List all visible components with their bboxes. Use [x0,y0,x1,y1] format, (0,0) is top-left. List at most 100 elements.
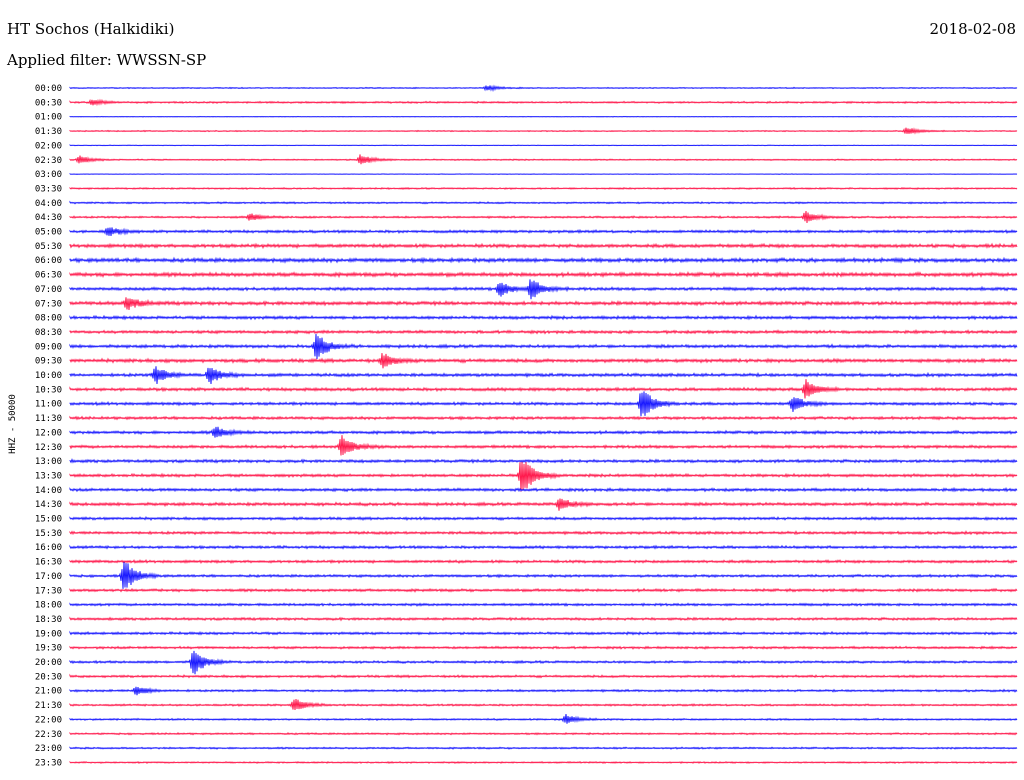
row-time-label: 00:00 [35,84,62,94]
row-time-label: 22:30 [35,730,62,740]
trace-row [69,486,1018,493]
row-time-label: 23:00 [35,744,62,754]
trace-row [69,630,1018,636]
row-time-label: 21:30 [35,701,62,711]
trace-row [69,458,1018,465]
row-time-label: 16:30 [35,558,62,568]
trace-row [69,415,1018,421]
trace-row [69,650,1018,675]
row-time-label: 16:00 [35,543,62,553]
trace-row [69,333,1018,360]
row-time-label: 18:30 [35,615,62,625]
row-time-label: 15:00 [35,515,62,525]
trace-row [69,461,1018,492]
trace-row [69,314,1018,321]
row-time-label: 02:00 [35,141,62,151]
trace-row [69,561,1018,589]
trace-row [69,731,1018,736]
row-time-label: 21:00 [35,687,62,697]
trace-row [69,746,1018,750]
row-time-label: 02:30 [35,156,62,166]
row-time-label: 17:30 [35,586,62,596]
row-time-label: 20:30 [35,672,62,682]
row-time-label: 06:30 [35,271,62,281]
trace-row [69,391,1018,417]
row-time-label: 00:30 [35,98,62,108]
trace-row [69,297,1018,311]
row-time-label: 04:00 [35,199,62,209]
row-time-label: 05:30 [35,242,62,252]
row-time-label: 10:30 [35,385,62,395]
trace-row [69,210,1018,223]
trace-row [69,530,1018,536]
row-time-label: 07:00 [35,285,62,295]
row-time-label: 09:30 [35,357,62,367]
trace-row [69,559,1018,565]
row-time-label: 01:30 [35,127,62,137]
row-time-label: 11:00 [35,400,62,410]
trace-row [69,602,1018,608]
row-time-label: 14:30 [35,500,62,510]
trace-row [69,645,1018,650]
trace-row [69,515,1018,522]
trace-row [69,544,1018,550]
row-time-label: 23:30 [35,758,62,768]
trace-row [69,98,1018,107]
station-title: HT Sochos (Halkidiki) [7,20,175,38]
trace-row [69,186,1018,191]
trace-row [69,673,1018,679]
row-time-label: 20:00 [35,658,62,668]
row-time-label: 03:30 [35,184,62,194]
trace-row [69,686,1018,696]
trace-row [69,435,1018,456]
row-time-label: 14:00 [35,486,62,496]
trace-row [69,173,1018,175]
trace-row [69,379,1018,399]
trace-row [69,242,1018,250]
filter-label: Applied filter: WWSSN-SP [7,51,207,69]
trace-row [69,587,1018,593]
row-time-label: 03:00 [35,170,62,180]
row-time-label: 01:00 [35,113,62,123]
row-time-label: 12:00 [35,428,62,438]
row-time-label: 07:30 [35,299,62,309]
row-time-label: 19:00 [35,629,62,639]
trace-row [69,498,1018,511]
trace-row [69,760,1018,765]
trace-row [69,115,1018,118]
row-time-label: 15:30 [35,529,62,539]
row-time-label: 04:30 [35,213,62,223]
row-time-label: 13:00 [35,457,62,467]
row-time-label: 06:00 [35,256,62,266]
row-time-label: 17:00 [35,572,62,582]
row-time-label: 10:00 [35,371,62,381]
record-date: 2018-02-08 [929,20,1016,38]
trace-row [69,329,1018,335]
trace-row [69,426,1018,438]
trace-row [69,353,1018,369]
trace-row [69,256,1018,264]
trace-row [69,616,1018,622]
trace-row [69,227,1018,236]
trace-row [69,366,1018,385]
trace-row [69,154,1018,165]
trace-row [69,127,1018,135]
row-time-label: 08:30 [35,328,62,338]
trace-row [69,200,1018,205]
row-time-label: 09:00 [35,342,62,352]
row-time-label: 12:30 [35,443,62,453]
trace-row [69,699,1018,711]
trace-row [69,271,1018,279]
trace-row [69,279,1018,300]
trace-row [69,713,1018,724]
trace-row [69,144,1018,147]
row-time-label: 08:00 [35,314,62,324]
row-time-label: 13:30 [35,471,62,481]
row-time-label: 22:00 [35,715,62,725]
trace-row [69,84,1018,92]
row-time-label: 18:00 [35,601,62,611]
row-time-label: 19:30 [35,644,62,654]
row-time-label: 05:00 [35,228,62,238]
